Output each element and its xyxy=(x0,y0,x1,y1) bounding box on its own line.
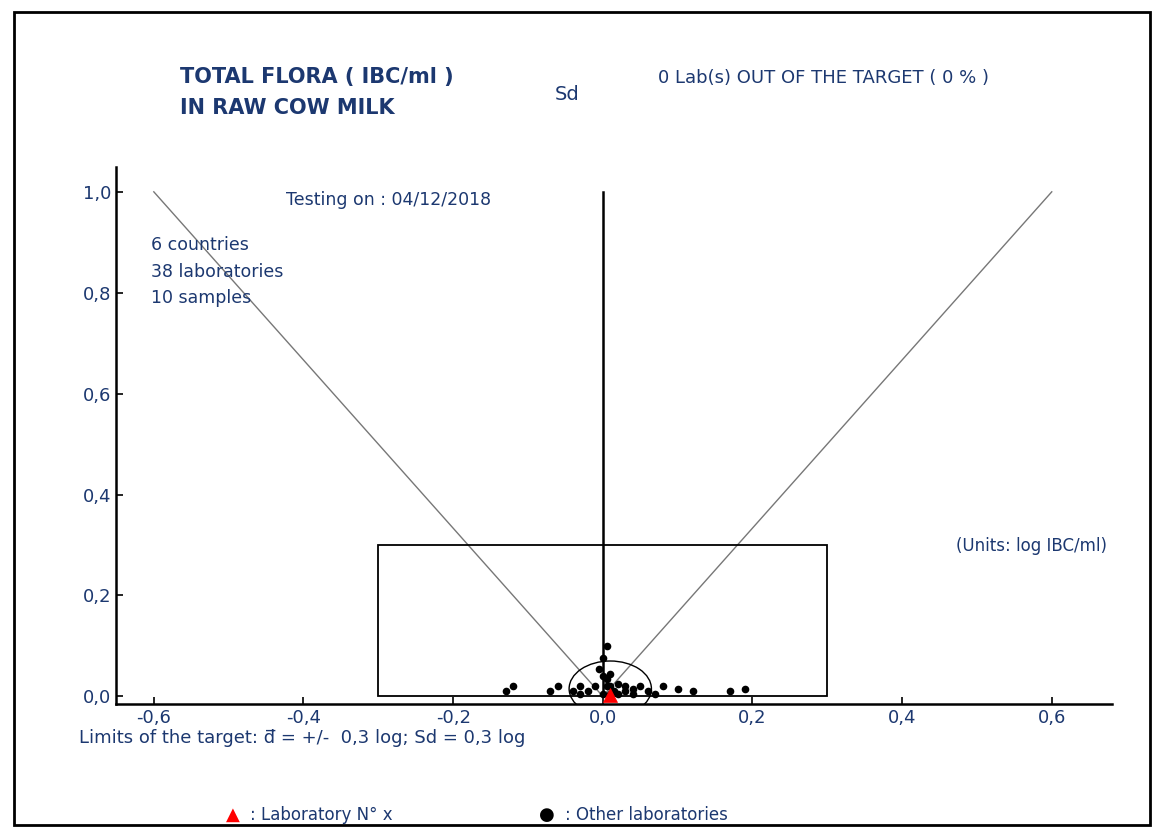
Text: Sd: Sd xyxy=(554,85,580,104)
Text: Limits of the target: d̅ = +/-  0,3 log; Sd = 0,3 log: Limits of the target: d̅ = +/- 0,3 log; … xyxy=(79,729,525,747)
Text: TOTAL FLORA ( IBC/ml ): TOTAL FLORA ( IBC/ml ) xyxy=(180,67,454,87)
Text: 6 countries
38 laboratories
10 samples: 6 countries 38 laboratories 10 samples xyxy=(151,237,284,307)
Bar xyxy=(378,545,828,696)
Text: : Other laboratories: : Other laboratories xyxy=(565,806,728,824)
Text: ●: ● xyxy=(539,806,555,824)
Text: ▲: ▲ xyxy=(226,806,240,824)
Text: IN RAW COW MILK: IN RAW COW MILK xyxy=(180,98,395,118)
Text: 0 Lab(s) OUT OF THE TARGET ( 0 % ): 0 Lab(s) OUT OF THE TARGET ( 0 % ) xyxy=(658,69,988,87)
Text: : Laboratory N° x: : Laboratory N° x xyxy=(250,806,393,824)
Text: (Units: log IBC/ml): (Units: log IBC/ml) xyxy=(956,537,1107,556)
Text: Testing on : 04/12/2018: Testing on : 04/12/2018 xyxy=(285,191,491,209)
